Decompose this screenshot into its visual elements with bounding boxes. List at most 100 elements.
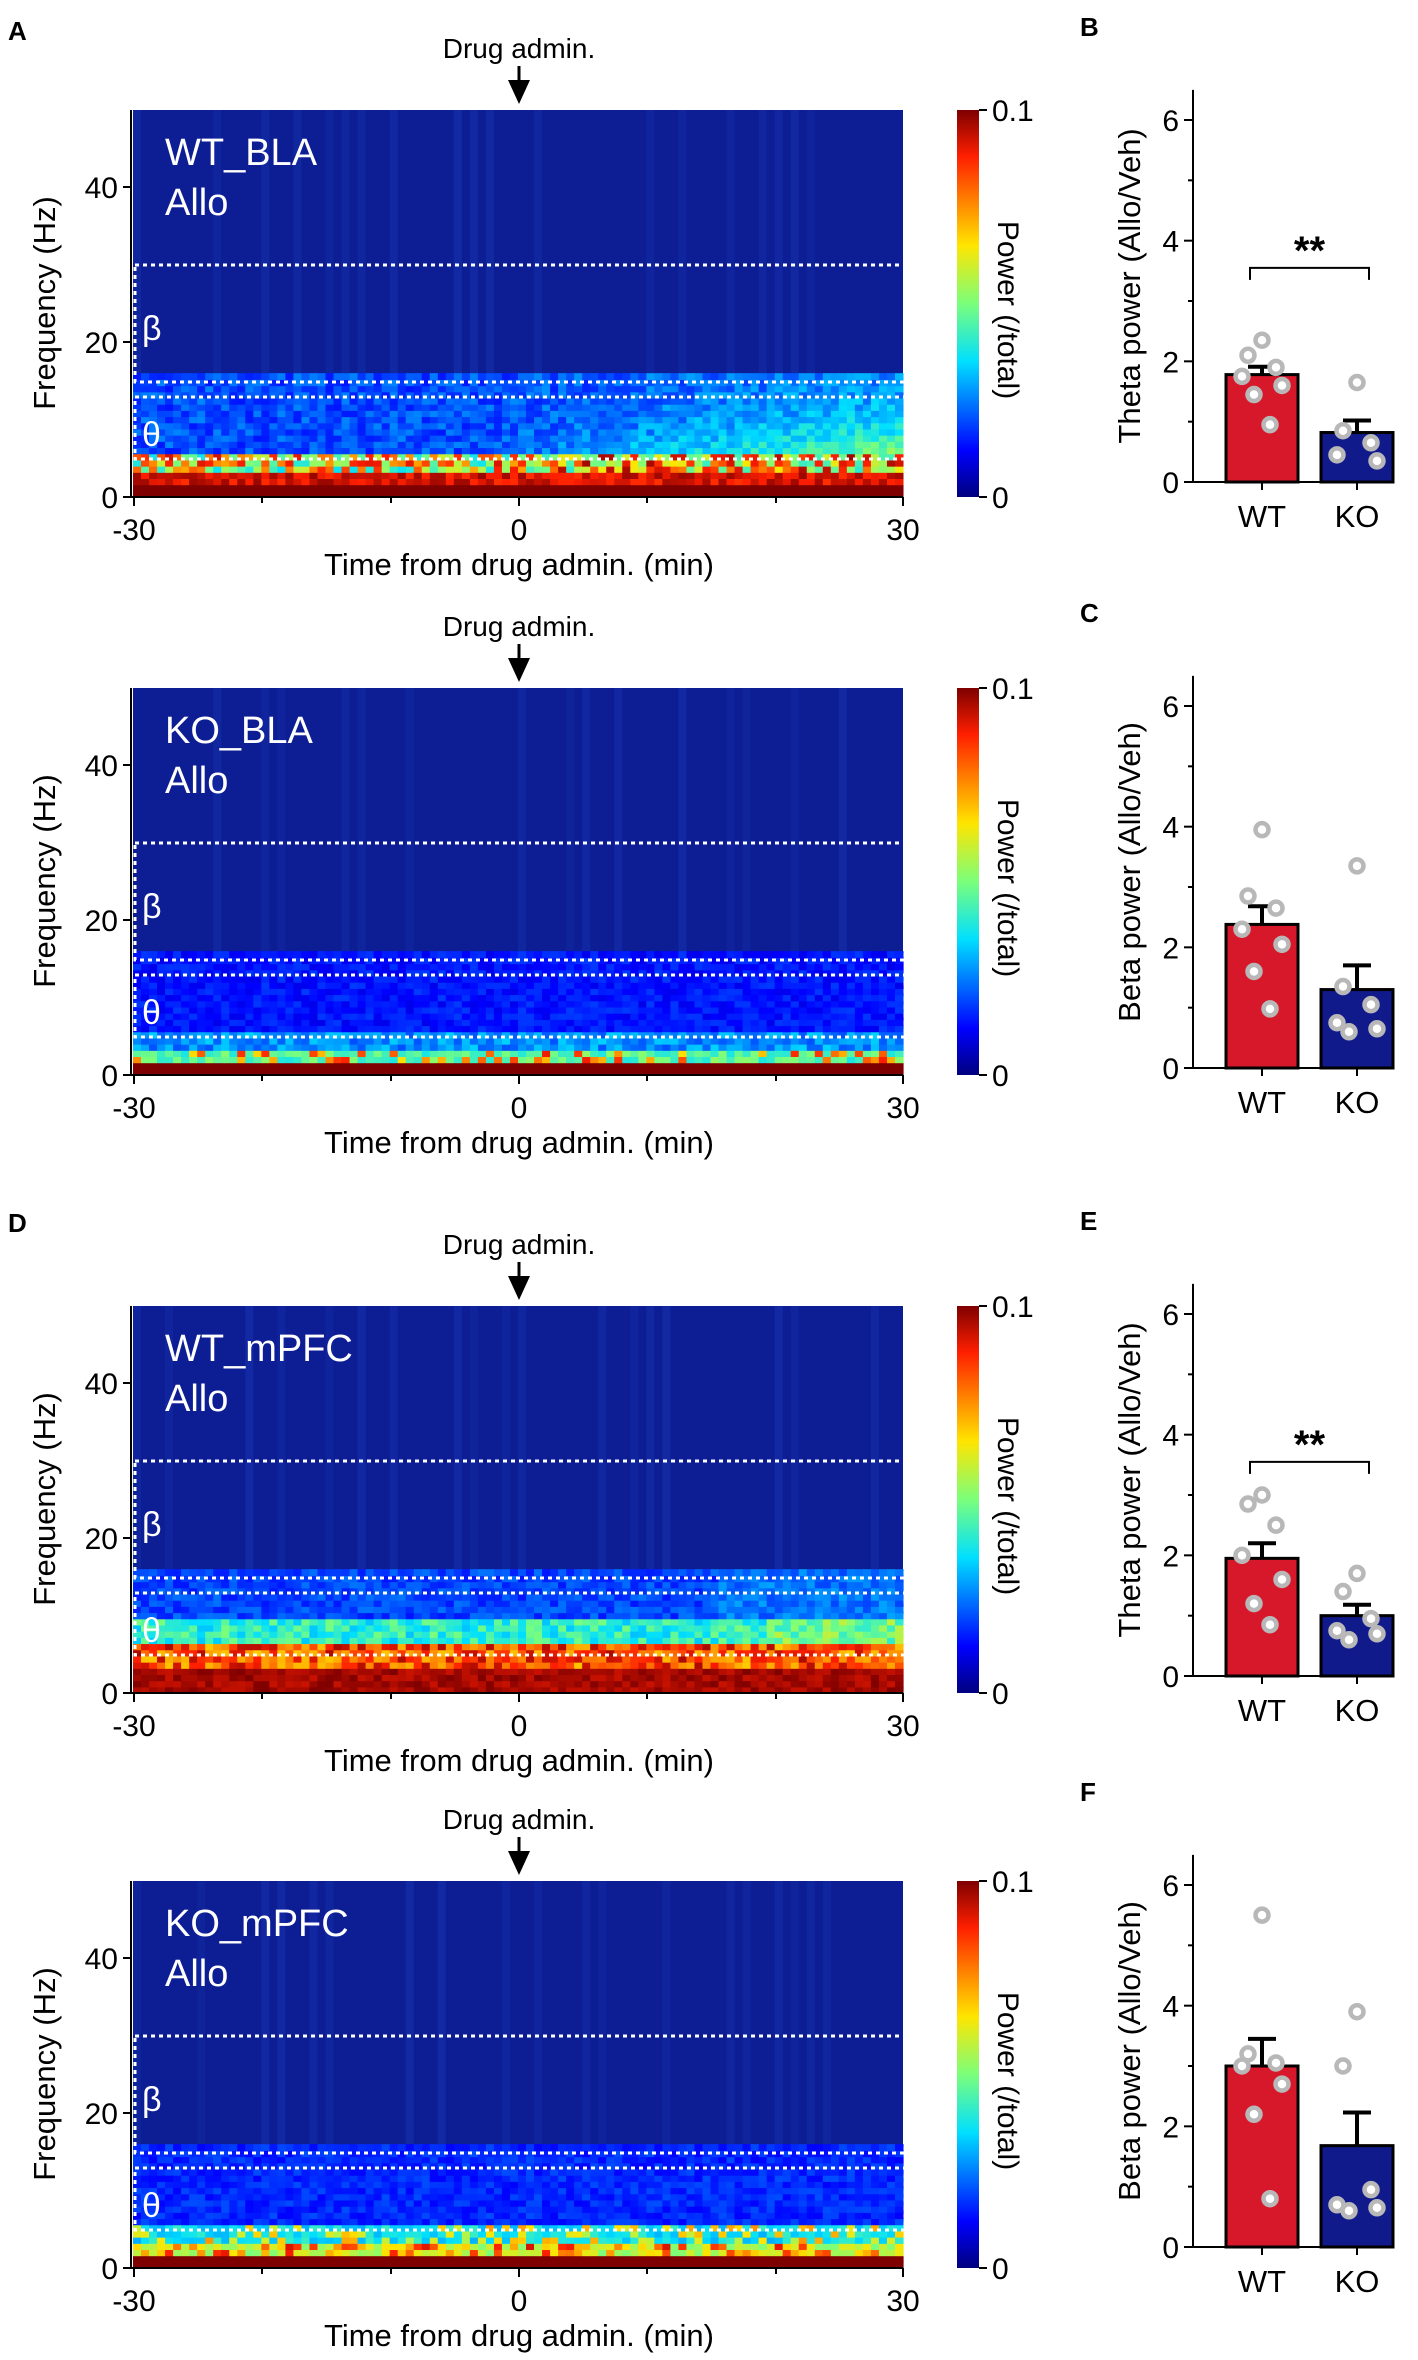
heatmap-cell <box>213 1686 222 1694</box>
heatmap-cell <box>662 398 671 405</box>
heatmap-cell <box>381 957 391 965</box>
heatmap-cell <box>213 404 222 411</box>
heatmap-cell <box>373 957 383 965</box>
heatmap-cell <box>791 472 800 479</box>
heatmap-cell <box>141 1581 150 1589</box>
heatmap-cell <box>694 485 703 492</box>
heatmap-cell <box>542 1606 551 1614</box>
heatmap-cell <box>542 1581 551 1589</box>
heatmap-cell <box>477 982 487 989</box>
heatmap-cell <box>438 435 447 442</box>
heatmap-cell <box>253 1587 262 1595</box>
heatmap-cell <box>237 1686 246 1694</box>
heatmap-cell <box>879 373 888 380</box>
heatmap-cell <box>181 1680 190 1688</box>
heatmap-cell <box>421 1593 431 1601</box>
heatmap-cell <box>389 1056 399 1064</box>
heatmap-cell <box>678 429 687 436</box>
heatmap-cell <box>534 1025 543 1033</box>
heatmap-cell <box>606 392 615 399</box>
heatmap-cell <box>349 1575 359 1583</box>
heatmap-cell <box>782 1031 792 1039</box>
heatmap-cell <box>165 975 174 983</box>
heatmap-cell <box>767 460 776 467</box>
heatmap-cell <box>277 1581 286 1589</box>
heatmap-cell <box>261 1587 270 1595</box>
heatmap-cell <box>397 1000 407 1008</box>
heatmap-cell <box>221 1006 230 1014</box>
heatmap-cell <box>398 404 407 411</box>
heatmap-cell <box>542 1593 551 1601</box>
heatmap-cell <box>830 1050 840 1058</box>
heatmap-cell <box>454 392 463 399</box>
heatmap-cell <box>670 454 679 461</box>
heatmap-cell <box>822 1031 832 1039</box>
heatmap-cell <box>702 963 712 971</box>
heatmap-cell <box>638 1056 647 1064</box>
heatmap-cell <box>421 1575 431 1583</box>
heatmap-cell <box>461 988 471 996</box>
heatmap-cell <box>349 982 359 989</box>
heatmap-cell <box>349 1606 359 1614</box>
heatmap-cell <box>807 379 816 386</box>
heatmap-cell <box>526 423 535 430</box>
heatmap-cell <box>133 491 142 498</box>
heatmap-cell <box>798 1031 808 1039</box>
heatmap-cell <box>798 994 808 1002</box>
heatmap-cell <box>181 1643 190 1651</box>
heatmap-cell <box>646 969 655 977</box>
heatmap-cell <box>542 1662 551 1669</box>
heatmap-cell <box>413 1062 423 1070</box>
heatmap-cell <box>397 969 407 977</box>
heatmap-cell <box>775 404 784 411</box>
heatmap-cell <box>205 441 214 448</box>
heatmap-cell <box>782 1013 792 1020</box>
heatmap-cell <box>895 410 904 417</box>
heatmap-cell <box>325 1025 335 1033</box>
heatmap-cell <box>358 423 367 430</box>
heatmap-cell <box>670 386 679 393</box>
heatmap-cell <box>133 435 142 442</box>
heatmap-cell <box>670 1013 680 1020</box>
heatmap-cell <box>221 478 230 485</box>
heatmap-cell <box>189 963 198 971</box>
heatmap-cell <box>350 447 359 454</box>
heatmap-cell <box>790 1068 800 1076</box>
heatmap-cell <box>566 1044 575 1051</box>
heatmap-cell <box>325 1649 335 1657</box>
heatmap-cell <box>141 478 150 485</box>
heatmap-cell <box>526 1031 535 1039</box>
heatmap-cell <box>365 963 375 971</box>
heatmap-cell <box>469 1631 479 1638</box>
heatmap-cell <box>365 1581 375 1589</box>
heatmap-cell <box>261 1600 270 1607</box>
heatmap-cell <box>405 1686 415 1694</box>
heatmap-cell <box>766 982 776 989</box>
heatmap-cell <box>301 1618 311 1626</box>
region-label: KO_BLA <box>165 710 314 752</box>
heatmap-cell <box>197 1050 206 1058</box>
heatmap-cell <box>462 410 471 417</box>
heatmap-cell <box>477 1643 487 1651</box>
heatmap-cell <box>181 1637 190 1645</box>
heatmap-cell <box>141 1031 150 1039</box>
heatmap-cell <box>381 1631 391 1638</box>
heatmap-cell <box>638 392 647 399</box>
heatmap-cell <box>630 1031 639 1039</box>
heatmap-cell <box>445 1000 455 1008</box>
heatmap-cell <box>470 485 479 492</box>
heatmap-cell <box>221 1037 230 1045</box>
heatmap-cell <box>165 1006 174 1014</box>
heatmap-cell <box>422 417 431 424</box>
heatmap-cell <box>141 435 150 442</box>
heatmap-cell <box>646 379 655 386</box>
heatmap-cell <box>590 392 599 399</box>
heatmap-cell <box>598 969 607 977</box>
heatmap-cell <box>638 441 647 448</box>
heatmap-cell <box>461 1631 471 1638</box>
heatmap-cell <box>678 951 688 958</box>
heatmap-cell <box>831 466 840 473</box>
heatmap-cell <box>213 1680 222 1688</box>
heatmap-cell <box>719 398 728 405</box>
heatmap-cell <box>638 994 647 1002</box>
